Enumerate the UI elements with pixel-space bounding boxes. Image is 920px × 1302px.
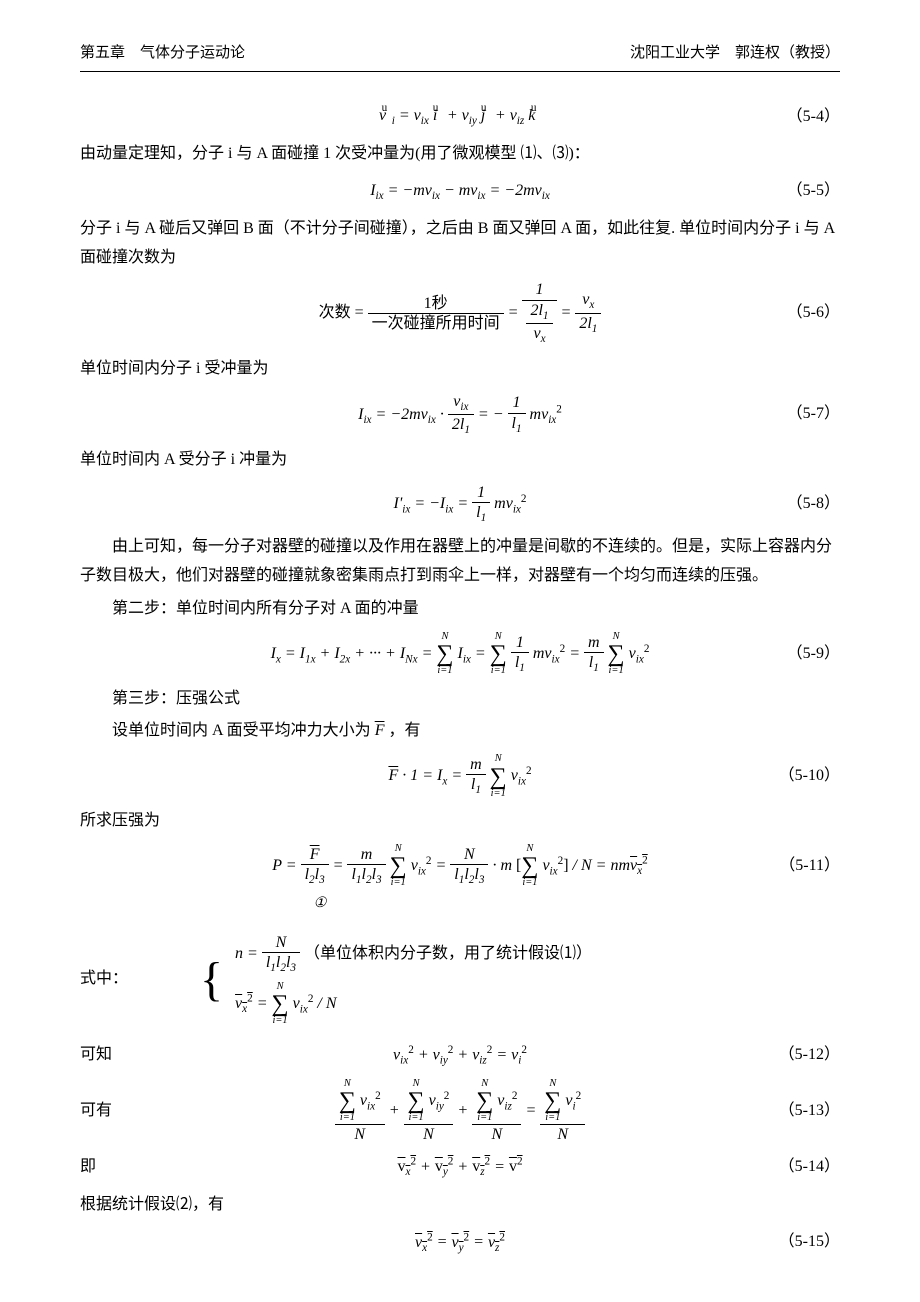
text-bounce: 分子 i 与 A 碰后又弹回 B 面（不计分子间碰撞），之后由 B 面又弹回 A… <box>80 215 840 273</box>
eq-5-6-body: 次数 = 1秒一次碰撞所用时间 = 12l1vx = vx2l1 <box>80 280 840 346</box>
eq-5-14-body: vx2 + vy2 + vz2 = v2 <box>80 1152 840 1183</box>
eq-5-13-body: N∑i=1 vix2N + N∑i=1 viy2N + N∑i=1 viz2N … <box>80 1079 840 1144</box>
equation-5-14: 即 vx2 + vy2 + vz2 = v2 （5-14） <box>80 1152 840 1183</box>
equation-5-8: I'ix = −Iix = 1l1 mvix2 （5-8） <box>80 483 840 526</box>
eq-5-10-no: （5-10） <box>779 762 840 791</box>
eq-5-9-body: Ix = I1x + I2x + ··· + INx = N∑i=1 Iix =… <box>80 632 840 677</box>
equation-5-4: vui = vix iu + viy ju + viz ku （5-4） <box>80 102 840 132</box>
eq-5-14-no: （5-14） <box>779 1153 840 1182</box>
eq-5-6-den: 一次碰撞所用时间 <box>368 314 504 333</box>
text-momentum: 由动量定理知，分子 i 与 A 面碰撞 1 次受冲量为(用了微观模型 ⑴、⑶)： <box>80 140 840 169</box>
eq-5-6-num: 1秒 <box>368 294 504 314</box>
eq-5-4-no: （5-4） <box>787 103 840 132</box>
equation-5-10: F · 1 = Ix = ml1 N∑i=1 vix2 （5-10） <box>80 754 840 799</box>
brace-row-vx2: vx2 = N∑i=1 vix2 / N <box>235 982 592 1027</box>
eq-5-10-body: F · 1 = Ix = ml1 N∑i=1 vix2 <box>80 754 840 799</box>
text-pressure: 所求压强为 <box>80 807 840 836</box>
eq-5-5-no: （5-5） <box>787 177 840 206</box>
eq-5-6-prefix: 次数 = <box>319 304 368 321</box>
para-explain: 由上可知，每一分子对器壁的碰撞以及作用在器壁上的冲量是间歇的不连续的。但是，实际… <box>80 533 840 591</box>
equation-5-7: Iix = −2mvix · vix2l1 = − 1l1 mvix2 （5-7… <box>80 392 840 438</box>
eq-5-12-no: （5-12） <box>779 1041 840 1070</box>
eq-5-9-no: （5-9） <box>787 640 840 669</box>
where-brace: 式中： { n = Nl1l2l3 （单位体积内分子数，用了统计假设⑴） vx2… <box>80 927 840 1033</box>
have-label: 可有 <box>80 1097 112 1126</box>
brace-icon: { <box>200 956 223 1004</box>
header-right: 沈阳工业大学 郭连权（教授） <box>630 40 840 67</box>
brace-content: n = Nl1l2l3 （单位体积内分子数，用了统计假设⑴） vx2 = N∑i… <box>235 927 592 1033</box>
equation-5-11: P = Fl2l3 = ml1l2l3 N∑i=1 vix2 = Nl1l2l3… <box>80 844 840 889</box>
equation-5-15: vx2 = vy2 = vz2 （5-15） <box>80 1227 840 1258</box>
page-header: 第五章 气体分子运动论 沈阳工业大学 郭连权（教授） <box>80 40 840 72</box>
eq-5-4-body: vui = vix iu + viy ju + viz ku <box>80 102 840 131</box>
equation-5-13: 可有 N∑i=1 vix2N + N∑i=1 viy2N + N∑i=1 viz… <box>80 1079 840 1144</box>
know-label: 可知 <box>80 1041 112 1070</box>
step-3a-label: 第三步：压强公式 <box>80 685 840 714</box>
eq-5-7-no: （5-7） <box>787 400 840 429</box>
text-unit-A: 单位时间内 A 受分子 i 冲量为 <box>80 446 840 475</box>
equation-5-12: 可知 vix2 + viy2 + viz2 = vi2 （5-12） <box>80 1040 840 1071</box>
eq-5-7-body: Iix = −2mvix · vix2l1 = − 1l1 mvix2 <box>80 392 840 438</box>
eq-5-12-body: vix2 + viy2 + viz2 = vi2 <box>80 1040 840 1071</box>
equation-5-6: 次数 = 1秒一次碰撞所用时间 = 12l1vx = vx2l1 （5-6） <box>80 280 840 346</box>
eq-5-11-body: P = Fl2l3 = ml1l2l3 N∑i=1 vix2 = Nl1l2l3… <box>80 844 840 889</box>
equation-5-5: Iix = −mvix − mvix = −2mvix （5-5） <box>80 177 840 207</box>
equation-5-11-note: ① <box>80 889 840 919</box>
eq-5-8-no: （5-8） <box>787 490 840 519</box>
eq-5-11-no: （5-11） <box>779 852 840 881</box>
header-left: 第五章 气体分子运动论 <box>80 40 245 67</box>
where-label: 式中： <box>80 965 128 994</box>
eq-5-11-circled: ① <box>80 891 840 917</box>
eq-5-5-body: Iix = −mvix − mvix = −2mvix <box>80 177 840 206</box>
text-unit-i: 单位时间内分子 i 受冲量为 <box>80 355 840 384</box>
brace-row-n: n = Nl1l2l3 （单位体积内分子数，用了统计假设⑴） <box>235 933 592 976</box>
brace-n-note: （单位体积内分子数，用了统计假设⑴） <box>304 945 592 962</box>
eq-5-15-body: vx2 = vy2 = vz2 <box>80 1227 840 1258</box>
ie-label: 即 <box>80 1153 96 1182</box>
eq-5-15-no: （5-15） <box>779 1228 840 1257</box>
eq-5-13-no: （5-13） <box>779 1097 840 1126</box>
equation-5-9: Ix = I1x + I2x + ··· + INx = N∑i=1 Iix =… <box>80 632 840 677</box>
step-2-label: 第二步：单位时间内所有分子对 A 面的冲量 <box>80 595 840 624</box>
step-3b-label: 设单位时间内 A 面受平均冲力大小为 F ，有 <box>80 717 840 746</box>
eq-5-6-no: （5-6） <box>787 299 840 328</box>
text-stat2: 根据统计假设⑵，有 <box>80 1191 840 1220</box>
eq-5-8-body: I'ix = −Iix = 1l1 mvix2 <box>80 483 840 526</box>
